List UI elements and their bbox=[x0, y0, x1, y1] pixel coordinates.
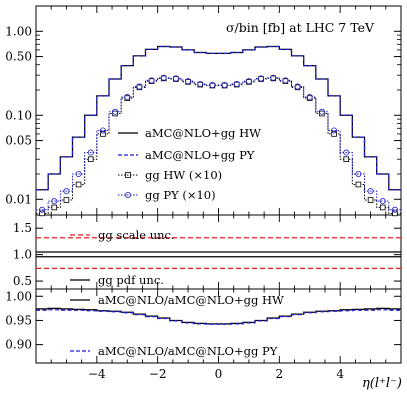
data-point-circle bbox=[99, 127, 106, 134]
data-point-square bbox=[331, 131, 337, 137]
data-point-square bbox=[379, 204, 386, 211]
data-point-circle bbox=[233, 80, 240, 87]
data-point-circle bbox=[63, 188, 70, 195]
y-tick-label: 1.00 bbox=[5, 289, 32, 303]
legend-label-ratio-hw: aMC@NLO/aMC@NLO+gg HW bbox=[98, 293, 284, 307]
data-point-circle bbox=[148, 77, 155, 84]
data-point-circle bbox=[391, 206, 398, 213]
data-point-circle bbox=[318, 108, 325, 115]
data-point-circle bbox=[185, 78, 192, 85]
y-tick-label: 0.90 bbox=[5, 338, 32, 352]
data-point-square bbox=[100, 131, 106, 137]
axis-ticks bbox=[36, 5, 401, 363]
data-point-square bbox=[87, 156, 94, 163]
x-tick-label: 0 bbox=[215, 367, 223, 381]
data-point-square bbox=[367, 197, 374, 203]
y-tick-label: 1.5 bbox=[13, 221, 32, 235]
legend-label-hw: aMC@NLO+gg HW bbox=[145, 126, 261, 140]
y-tick-label: 0.5 bbox=[13, 274, 32, 288]
data-point-circle bbox=[245, 78, 252, 85]
legend-label-py: aMC@NLO+gg PY bbox=[145, 148, 255, 162]
y-tick-label: 0.01 bbox=[5, 192, 32, 206]
data-point-circle bbox=[306, 94, 313, 101]
data-point-circle bbox=[379, 198, 386, 205]
data-point-circle bbox=[197, 80, 204, 87]
data-point-square bbox=[75, 181, 82, 188]
x-tick-label: 4 bbox=[336, 367, 344, 381]
y-tick-label: 0.10 bbox=[5, 108, 32, 122]
legend-label-scale: gg scale unc. bbox=[98, 228, 175, 242]
series-line-main-3 bbox=[36, 77, 401, 211]
data-point-circle bbox=[367, 188, 374, 195]
data-point-circle bbox=[343, 149, 350, 156]
legend-label-gg-hw: gg HW (×10) bbox=[145, 168, 222, 182]
data-point-circle bbox=[221, 82, 228, 89]
y-tick-label: 1.00 bbox=[5, 24, 32, 38]
x-tick-label: −2 bbox=[149, 367, 167, 381]
data-point-circle bbox=[331, 127, 338, 134]
data-point-square bbox=[343, 156, 350, 163]
data-point-circle bbox=[209, 82, 216, 89]
data-point-circle bbox=[160, 74, 167, 81]
data-point-circle bbox=[270, 74, 277, 81]
main-panel-frame bbox=[35, 5, 402, 216]
main-legend: aMC@NLO+gg HW aMC@NLO+gg PY gg HW (×10) … bbox=[118, 126, 261, 202]
data-point-circle bbox=[75, 170, 82, 177]
data-point-square bbox=[63, 197, 70, 203]
series-line-main-2 bbox=[36, 77, 401, 214]
y-tick-label: 1.0 bbox=[13, 248, 32, 262]
data-point-circle bbox=[124, 94, 131, 101]
data-point-circle bbox=[39, 206, 46, 213]
data-point-circle bbox=[258, 75, 265, 82]
data-point-circle bbox=[87, 149, 94, 156]
y-tick-label: 0.05 bbox=[5, 134, 32, 148]
legend-marker-square bbox=[125, 172, 131, 178]
data-point-square bbox=[51, 204, 58, 211]
data-point-circle bbox=[136, 83, 143, 90]
legend-marker-circle bbox=[125, 191, 132, 198]
data-point-circle bbox=[282, 77, 289, 84]
series-lines bbox=[36, 45, 401, 325]
data-point-circle bbox=[112, 108, 119, 115]
data-point-square bbox=[392, 210, 398, 217]
x-tick-label: 2 bbox=[276, 367, 284, 381]
legend-label-ratio-py: aMC@NLO/aMC@NLO+gg PY bbox=[98, 344, 278, 358]
legend-label-pdf: gg pdf unc. bbox=[98, 273, 164, 287]
legend-label-gg-py: gg PY (×10) bbox=[145, 188, 216, 202]
y-tick-label: 0.50 bbox=[5, 50, 32, 64]
data-point-circle bbox=[172, 75, 179, 82]
tick-labels: 1.000.500.100.050.011.51.00.51.000.950.9… bbox=[5, 24, 344, 381]
data-point-circle bbox=[355, 170, 362, 177]
series-line-main-1 bbox=[36, 45, 401, 191]
x-tick-label: −4 bbox=[88, 367, 106, 381]
x-axis-label: η(l⁺l⁻) bbox=[362, 376, 402, 391]
data-point-circle bbox=[51, 198, 58, 205]
y-tick-label: 0.95 bbox=[5, 313, 32, 327]
data-point-square bbox=[39, 210, 45, 217]
chart-title: σ/bin [fb] at LHC 7 TeV bbox=[226, 20, 375, 35]
data-point-square bbox=[355, 181, 362, 188]
series-line-ratio-1 bbox=[36, 309, 401, 325]
series-markers bbox=[39, 74, 398, 217]
data-point-circle bbox=[294, 83, 301, 90]
